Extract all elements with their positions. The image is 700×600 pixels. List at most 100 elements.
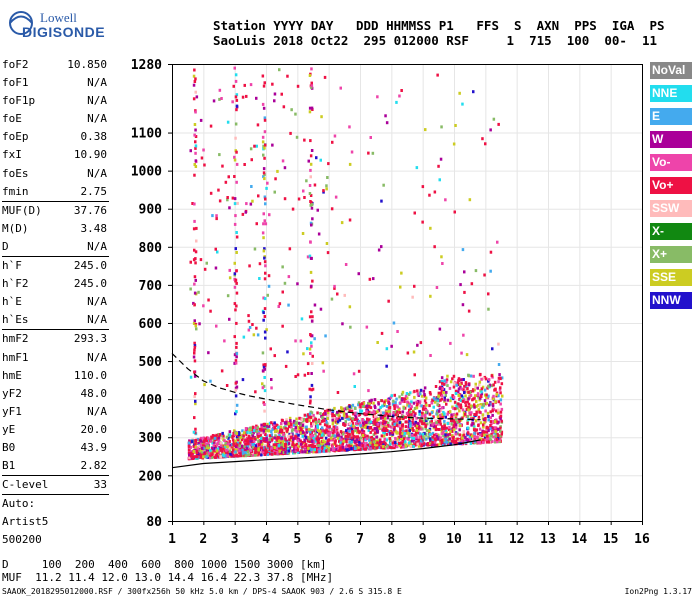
echo-point (254, 451, 257, 455)
echo-point (358, 443, 361, 447)
echo-point (463, 391, 466, 394)
echo-point (325, 184, 328, 188)
echo-point (193, 123, 197, 126)
echo-point (439, 157, 443, 161)
echo-point (234, 73, 238, 77)
echo-point (262, 153, 265, 157)
echo-point (424, 416, 427, 420)
echo-point (304, 450, 307, 454)
echo-point (287, 449, 291, 453)
echo-point (191, 457, 195, 460)
echo-point (323, 446, 327, 450)
echo-point (477, 395, 480, 399)
echo-point (409, 421, 412, 425)
echo-point (388, 437, 392, 441)
echo-point (500, 419, 503, 423)
legend-item-w: W (650, 131, 692, 149)
echo-point (354, 407, 357, 410)
echo-point (335, 444, 338, 448)
echo-point (444, 435, 447, 439)
echo-point (423, 422, 426, 426)
echo-point (437, 420, 440, 424)
echo-point (382, 430, 385, 434)
echo-point (449, 442, 452, 446)
param-label: h`F2 (2, 277, 29, 291)
echo-point (216, 451, 219, 455)
echo-point (494, 434, 497, 438)
echo-point (194, 128, 197, 132)
echo-point (234, 386, 238, 390)
echo-point (264, 143, 267, 147)
echo-point (321, 439, 325, 443)
echo-point (340, 438, 343, 442)
echo-point (338, 437, 341, 441)
echo-point (386, 416, 390, 420)
echo-point (364, 405, 367, 409)
echo-point (452, 374, 456, 378)
echo-point (283, 166, 287, 170)
echo-point (499, 402, 502, 406)
echo-point (487, 379, 490, 383)
echo-point (246, 430, 249, 434)
echo-point (332, 448, 336, 452)
echo-point (240, 446, 243, 450)
echo-point (238, 451, 241, 455)
echo-point (194, 110, 197, 114)
echo-point (379, 416, 382, 420)
echo-point (308, 440, 311, 444)
echo-point (270, 449, 274, 452)
echo-point (296, 84, 300, 88)
echo-point (228, 440, 231, 443)
echo-point (475, 405, 478, 408)
echo-point (442, 434, 445, 438)
param-row: foEp 0.38 (2, 128, 109, 146)
echo-point (341, 432, 345, 436)
echo-point (448, 437, 451, 441)
echo-point (477, 432, 480, 436)
echo-point (497, 380, 500, 384)
echo-point (232, 448, 235, 452)
echo-point (409, 445, 413, 448)
echo-point (376, 95, 379, 99)
echo-point (374, 411, 378, 414)
echo-point (334, 430, 337, 434)
echo-point (454, 417, 458, 421)
echo-point (322, 369, 325, 373)
echo-point (319, 422, 322, 426)
echo-point (346, 427, 350, 431)
echo-point (472, 414, 476, 418)
echo-point (500, 376, 504, 380)
echo-point (413, 414, 416, 418)
echo-point (379, 411, 382, 415)
echo-point (341, 442, 344, 446)
echo-point (245, 94, 248, 98)
echo-point (437, 394, 440, 398)
echo-point (439, 428, 443, 431)
echo-point (262, 448, 265, 452)
echo-point (345, 448, 349, 452)
echo-point (374, 440, 377, 444)
trace-line-lower (171, 439, 481, 469)
echo-point (308, 419, 311, 423)
echo-point (263, 247, 266, 251)
echo-point (469, 374, 473, 378)
echo-point (247, 319, 251, 323)
echo-point (437, 398, 440, 402)
echo-point (202, 451, 205, 455)
echo-point (260, 436, 263, 440)
echo-point (437, 391, 441, 395)
echo-point (498, 373, 501, 377)
echo-point (264, 363, 267, 367)
echo-point (265, 434, 268, 438)
echo-point (326, 449, 329, 453)
echo-point (444, 433, 447, 437)
echo-point (307, 159, 310, 163)
echo-point (405, 392, 409, 395)
echo-point (466, 419, 469, 423)
echo-point (445, 390, 448, 394)
echo-point (262, 175, 265, 179)
echo-point (487, 384, 490, 388)
echo-point (348, 415, 351, 419)
echo-point (234, 450, 237, 454)
echo-point (310, 310, 313, 314)
